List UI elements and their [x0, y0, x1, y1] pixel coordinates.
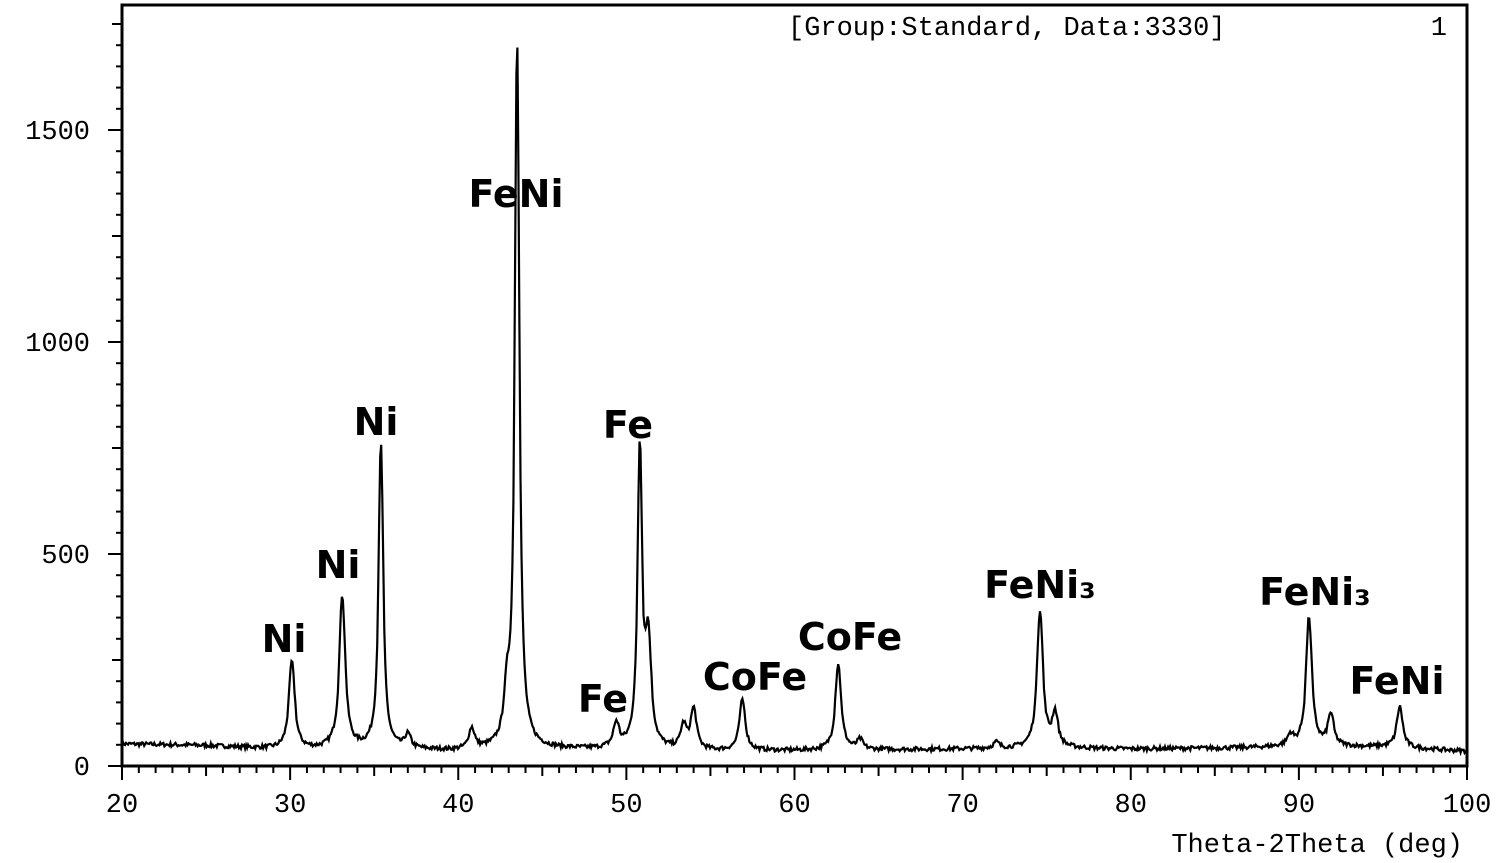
peak-label: Ni [262, 617, 307, 661]
chart-header-index: 1 [1431, 14, 1447, 44]
plot-frame [120, 3, 1469, 768]
x-tick-label: 90 [1283, 791, 1315, 821]
peak-label: Ni [354, 400, 399, 444]
x-tick-label: 50 [610, 791, 642, 821]
peak-label: Ni [316, 543, 361, 587]
y-tick-label: 0 [74, 754, 90, 784]
peak-label: FeNi [468, 172, 563, 216]
peak-label: Fe [603, 403, 653, 447]
peak-label: FeNi₃ [1259, 570, 1371, 614]
y-tick-label: 1000 [25, 330, 90, 360]
peak-label: CoFe [798, 615, 902, 659]
x-tick-label: 80 [1115, 791, 1147, 821]
x-tick-label: 60 [778, 791, 810, 821]
peak-label: Fe [578, 677, 628, 721]
chart-header: [Group:Standard, Data:3330] [788, 14, 1225, 44]
xrd-pattern-line [120, 47, 1468, 757]
x-tick-label: 20 [106, 791, 138, 821]
x-tick-label: 30 [274, 791, 306, 821]
x-tick-label: 70 [946, 791, 978, 821]
peak-label: FeNi [1349, 659, 1444, 703]
y-tick-label: 1500 [25, 118, 90, 148]
x-axis-label: Theta-2Theta (deg) [1171, 831, 1463, 861]
peak-label: CoFe [703, 655, 807, 699]
x-tick-label: 40 [442, 791, 474, 821]
peak-label: FeNi₃ [984, 563, 1096, 607]
x-tick-label: 100 [1443, 791, 1492, 821]
y-tick-label: 500 [41, 542, 90, 572]
